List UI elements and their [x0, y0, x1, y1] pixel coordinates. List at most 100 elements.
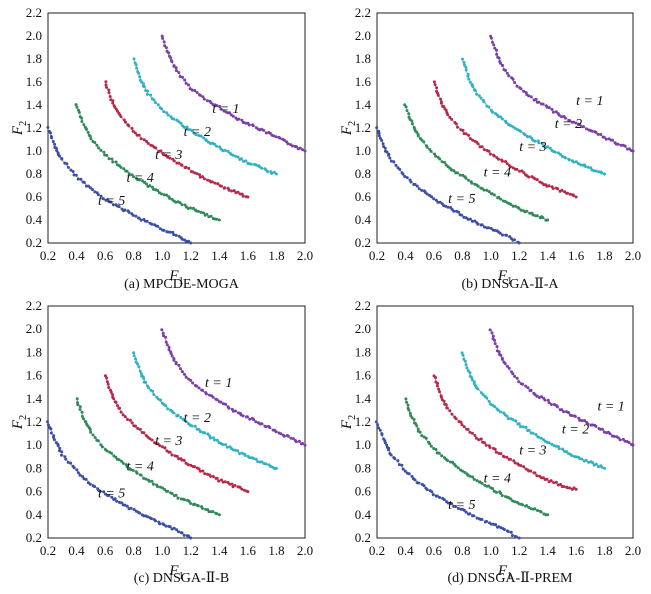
data-point — [204, 392, 208, 396]
data-point — [400, 463, 404, 467]
data-point — [167, 348, 171, 352]
data-point — [501, 233, 504, 237]
data-point — [563, 156, 567, 160]
data-point — [511, 372, 515, 376]
data-point — [487, 399, 491, 403]
data-point — [502, 528, 506, 531]
data-point — [444, 204, 448, 208]
data-point — [491, 487, 494, 490]
data-point — [174, 233, 178, 237]
data-point — [181, 75, 184, 79]
data-point — [583, 419, 586, 422]
data-point — [156, 485, 159, 489]
data-point — [436, 93, 440, 97]
data-point — [193, 465, 197, 469]
data-point — [215, 144, 218, 148]
data-point — [211, 510, 215, 514]
data-point — [497, 157, 500, 161]
data-point — [434, 447, 438, 451]
y-tick-label: 1.0 — [26, 143, 42, 158]
data-point — [121, 413, 125, 417]
data-point — [132, 508, 136, 511]
data-point — [537, 435, 541, 439]
data-point — [76, 403, 80, 407]
data-point — [150, 438, 154, 442]
data-point — [416, 427, 420, 431]
data-point — [177, 71, 181, 74]
data-point — [160, 328, 164, 332]
data-point — [572, 194, 576, 198]
data-point — [449, 168, 453, 172]
data-point — [66, 165, 70, 169]
data-point — [177, 530, 180, 534]
data-point — [154, 101, 157, 105]
series-label: t = 5 — [448, 192, 475, 207]
data-point — [219, 184, 223, 188]
data-point — [482, 225, 486, 229]
data-point — [135, 66, 139, 70]
data-point — [278, 136, 282, 140]
data-point — [172, 64, 176, 68]
data-point — [596, 132, 600, 136]
data-point — [405, 109, 409, 113]
reference-front-line — [161, 329, 306, 446]
data-point — [72, 466, 76, 470]
data-point — [566, 191, 569, 195]
data-point — [487, 105, 491, 109]
data-point — [531, 431, 535, 435]
data-point — [156, 189, 160, 192]
data-point — [148, 184, 152, 188]
data-point — [128, 418, 132, 422]
data-point — [413, 182, 417, 186]
y-tick-label: 2.2 — [355, 298, 371, 313]
data-point — [432, 197, 436, 201]
data-point — [303, 443, 307, 447]
data-point — [559, 483, 563, 486]
data-point — [387, 448, 390, 452]
data-point — [172, 159, 176, 163]
data-point — [547, 106, 551, 110]
data-point — [500, 357, 504, 361]
data-point — [560, 188, 564, 192]
data-point — [78, 405, 82, 409]
data-point — [163, 488, 167, 491]
data-point — [98, 489, 102, 493]
data-point — [463, 470, 467, 474]
data-point — [525, 504, 529, 508]
y-tick-label: 1.6 — [26, 74, 43, 89]
data-point — [407, 112, 411, 116]
data-point — [519, 425, 522, 429]
data-point — [513, 500, 517, 504]
data-point — [488, 328, 492, 332]
data-point — [563, 116, 567, 120]
data-point — [211, 475, 215, 478]
data-point — [594, 424, 598, 428]
data-point — [462, 425, 466, 429]
data-point — [132, 175, 135, 179]
data-point — [526, 386, 530, 390]
data-point — [205, 99, 209, 103]
data-point — [169, 352, 173, 355]
series-t2: t = 2 — [461, 57, 607, 176]
data-point — [466, 427, 470, 431]
data-point — [248, 417, 252, 421]
data-point — [450, 117, 454, 121]
y-axis-label: F2 — [10, 121, 29, 136]
data-point — [479, 437, 483, 441]
data-point — [139, 137, 143, 141]
data-point — [580, 457, 584, 461]
data-point — [80, 120, 84, 123]
data-point — [180, 203, 184, 207]
data-point — [202, 177, 206, 181]
data-point — [137, 178, 141, 182]
x-tick-label: 0.8 — [126, 248, 142, 263]
data-point — [164, 340, 168, 344]
y-tick-label: 1.4 — [26, 97, 43, 112]
data-point — [537, 141, 541, 145]
data-point — [156, 397, 160, 401]
data-point — [270, 171, 274, 175]
data-point — [511, 418, 515, 422]
data-point — [573, 414, 577, 418]
data-point — [248, 456, 251, 460]
data-point — [162, 193, 166, 197]
